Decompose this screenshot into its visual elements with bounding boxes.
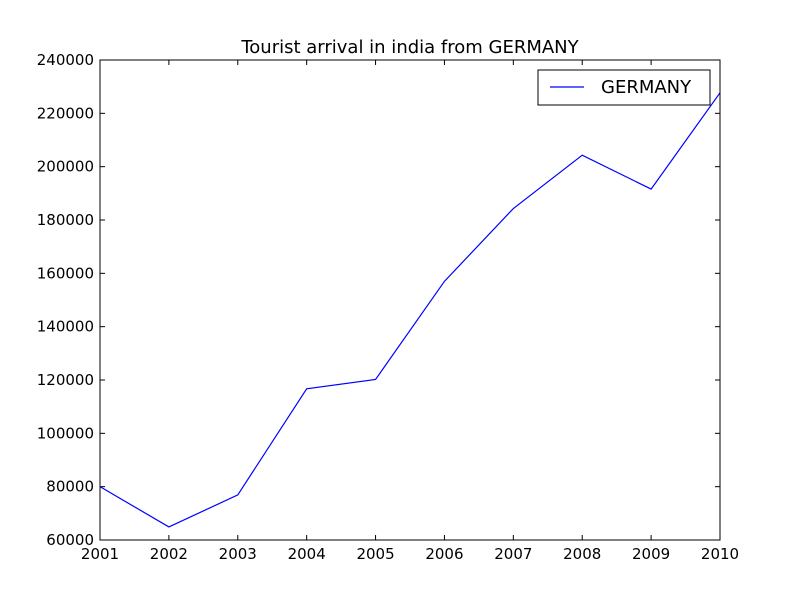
x-tick-label: 2007 bbox=[494, 545, 532, 563]
x-tick-label: 2005 bbox=[356, 545, 394, 563]
ticks-layer: 2001 2002 2003 2004 2005 2006 2007 2008 2009 2010… bbox=[37, 51, 739, 563]
y-tick-label: 100000 bbox=[37, 424, 94, 442]
x-tick-label: 2004 bbox=[288, 545, 326, 563]
chart-title: Tourist arrival in india from GERMANY bbox=[240, 37, 579, 58]
x-tick-label: 2010 bbox=[701, 545, 739, 563]
y-tick-label: 200000 bbox=[37, 158, 94, 176]
axes-frame bbox=[99, 59, 721, 541]
x-tick-label: 2003 bbox=[219, 545, 257, 563]
legend-label: GERMANY bbox=[601, 77, 692, 98]
y-tick-label: 80000 bbox=[46, 478, 94, 496]
y-tick-label: 180000 bbox=[37, 211, 94, 229]
y-tick-label: 60000 bbox=[46, 531, 94, 549]
y-tick-label: 140000 bbox=[37, 318, 94, 336]
y-tick-label: 160000 bbox=[37, 264, 94, 282]
x-tick-label: 2001 bbox=[81, 545, 119, 563]
x-tick-label: 2002 bbox=[150, 545, 188, 563]
series-layer bbox=[99, 92, 721, 528]
legend: GERMANY bbox=[537, 69, 711, 106]
series-line-germany bbox=[99, 92, 721, 528]
x-tick-label: 2008 bbox=[563, 545, 601, 563]
y-tick-label: 220000 bbox=[37, 104, 94, 122]
x-tick-label: 2006 bbox=[425, 545, 463, 563]
y-tick-label: 240000 bbox=[37, 51, 94, 69]
x-tick-label: 2009 bbox=[632, 545, 670, 563]
y-tick-label: 120000 bbox=[37, 371, 94, 389]
